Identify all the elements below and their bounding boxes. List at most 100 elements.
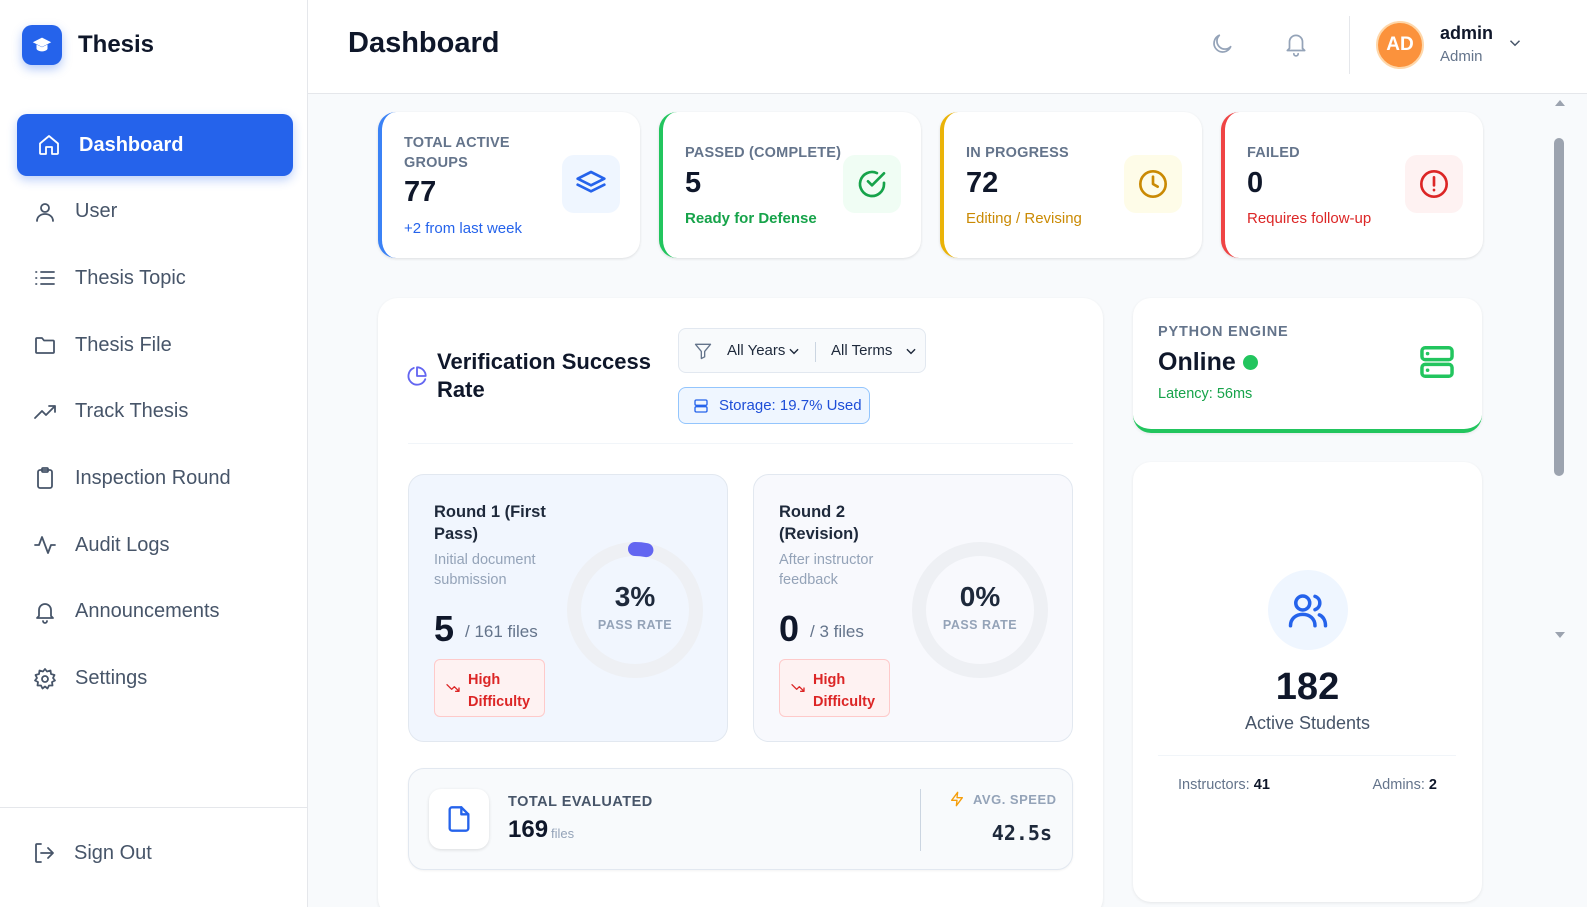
difficulty-label: High Difficulty bbox=[813, 672, 876, 710]
sidebar-item-thesis-file[interactable]: Thesis File bbox=[17, 314, 293, 376]
stat-card-in-progress[interactable]: IN PROGRESS 72 Editing / Revising bbox=[940, 112, 1202, 258]
total-evaluated-unit: files bbox=[551, 826, 575, 841]
sidebar-item-label: Thesis File bbox=[75, 333, 172, 356]
chevron-down-icon[interactable] bbox=[787, 344, 801, 363]
total-evaluated-value: 169 bbox=[508, 816, 549, 843]
pie-chart-icon bbox=[406, 365, 428, 392]
folder-icon bbox=[35, 337, 55, 354]
filter-divider bbox=[815, 342, 816, 362]
moon-icon bbox=[1213, 34, 1232, 53]
graduation-cap-icon bbox=[22, 25, 62, 65]
user-icon bbox=[36, 202, 54, 222]
scroll-down-arrow[interactable] bbox=[1555, 632, 1565, 638]
user-name[interactable]: admin bbox=[1440, 23, 1494, 43]
sidebar-footer: Sign Out bbox=[0, 807, 307, 907]
stat-card-failed[interactable]: FAILED 0 Requires follow-up bbox=[1221, 112, 1483, 258]
students-divider bbox=[1158, 755, 1456, 756]
round-card-1[interactable]: Round 1 (First Pass) Initial document su… bbox=[408, 474, 728, 742]
scroll-thumb[interactable] bbox=[1554, 138, 1564, 476]
lightning-icon bbox=[949, 791, 965, 812]
sidebar-item-dashboard[interactable]: Dashboard bbox=[17, 114, 293, 176]
sidebar-item-label: Dashboard bbox=[79, 133, 184, 156]
sidebar-item-user[interactable]: User bbox=[17, 181, 293, 243]
check-circle-icon bbox=[843, 155, 901, 213]
round-files: / 3 files bbox=[810, 622, 864, 641]
engine-status: Online bbox=[1158, 348, 1236, 376]
admins-count: Admins: 2 bbox=[1373, 777, 1438, 793]
notifications-button[interactable] bbox=[1283, 31, 1311, 59]
gear-icon bbox=[34, 667, 56, 689]
sidebar-item-settings[interactable]: Settings bbox=[17, 648, 293, 710]
difficulty-badge: High Difficulty bbox=[434, 659, 545, 717]
scrollbar[interactable] bbox=[1551, 94, 1567, 907]
pass-rate-ring bbox=[912, 542, 1048, 678]
sidebar-item-label: Settings bbox=[75, 667, 148, 689]
python-engine-card: PYTHON ENGINE Online Latency: 56ms bbox=[1133, 298, 1482, 433]
year-select[interactable]: All Years bbox=[727, 342, 786, 359]
pass-rate-label: PASS RATE bbox=[597, 618, 673, 632]
stat-label: TOTAL ACTIVE GROUPS bbox=[404, 135, 510, 171]
sidebar-item-label: Track Thesis bbox=[75, 400, 189, 423]
verification-panel: Verification Success Rate All Years All … bbox=[378, 298, 1103, 907]
round-title: Round 2 (Revision) bbox=[779, 503, 859, 543]
brand[interactable]: Thesis bbox=[22, 25, 154, 65]
users-icon bbox=[1268, 570, 1348, 650]
stat-value: 0 bbox=[1247, 167, 1264, 199]
server-icon bbox=[694, 398, 708, 413]
evaluated-divider bbox=[920, 789, 921, 851]
scroll-up-arrow[interactable] bbox=[1555, 100, 1565, 106]
sidebar-item-thesis-topic[interactable]: Thesis Topic bbox=[17, 247, 293, 309]
storage-text: Storage: 19.7% Used bbox=[719, 397, 862, 414]
server-icon bbox=[1418, 343, 1456, 386]
admins-value: 2 bbox=[1428, 777, 1437, 793]
sidebar-item-label: Audit Logs bbox=[75, 533, 170, 556]
status-dot bbox=[1243, 355, 1258, 370]
sidebar-item-announcements[interactable]: Announcements bbox=[17, 581, 293, 643]
stat-value: 5 bbox=[685, 167, 702, 199]
instructors-label: Instructors: bbox=[1178, 777, 1250, 793]
sidebar-item-label: Inspection Round bbox=[75, 466, 231, 489]
filter-bar: All Years All Terms bbox=[678, 328, 926, 373]
admins-label: Admins: bbox=[1372, 777, 1425, 793]
header-divider bbox=[1349, 16, 1350, 74]
avg-speed-value: 42.5s bbox=[991, 821, 1052, 845]
stat-card-passed[interactable]: PASSED (COMPLETE) 5 Ready for Defense bbox=[659, 112, 921, 258]
stat-card-active-groups[interactable]: TOTAL ACTIVE GROUPS 77 +2 from last week bbox=[378, 112, 640, 258]
sign-out-button[interactable]: Sign Out bbox=[32, 841, 152, 865]
sidebar-item-track-thesis[interactable]: Track Thesis bbox=[17, 381, 293, 443]
filter-icon bbox=[693, 341, 713, 366]
file-icon bbox=[429, 789, 489, 849]
round-card-2[interactable]: Round 2 (Revision) After instructor feed… bbox=[753, 474, 1073, 742]
stat-value: 77 bbox=[404, 176, 437, 208]
active-students-card: 182 Active Students Instructors: 41 Admi… bbox=[1133, 462, 1482, 902]
avatar[interactable]: AD bbox=[1376, 21, 1424, 69]
logout-icon bbox=[35, 843, 54, 863]
theme-toggle-button[interactable] bbox=[1209, 31, 1237, 59]
clock-icon bbox=[1124, 155, 1182, 213]
engine-latency: Latency: 56ms bbox=[1158, 386, 1253, 402]
round-count: 5 bbox=[434, 608, 455, 649]
sign-out-label: Sign Out bbox=[74, 841, 152, 864]
home-icon bbox=[39, 135, 59, 155]
pass-rate-value: 3% bbox=[614, 581, 656, 612]
term-select[interactable]: All Terms bbox=[831, 342, 893, 359]
total-evaluated-label: TOTAL EVALUATED bbox=[508, 794, 653, 810]
trending-down-icon bbox=[446, 684, 460, 692]
sidebar-item-inspection-round[interactable]: Inspection Round bbox=[17, 447, 293, 509]
difficulty-badge: High Difficulty bbox=[779, 659, 890, 717]
panel-divider bbox=[408, 443, 1073, 444]
instructors-count: Instructors: 41 bbox=[1178, 777, 1270, 793]
stat-value: 72 bbox=[966, 167, 999, 199]
top-header: Dashboard AD admin Admin bbox=[308, 0, 1587, 94]
chevron-down-icon bbox=[1509, 40, 1521, 47]
alert-circle-icon bbox=[1405, 155, 1463, 213]
stat-sub: +2 from last week bbox=[404, 220, 522, 237]
difficulty-label: High Difficulty bbox=[468, 672, 531, 710]
stat-label: FAILED bbox=[1247, 145, 1300, 161]
sidebar-item-label: User bbox=[75, 200, 118, 223]
sidebar-item-audit-logs[interactable]: Audit Logs bbox=[17, 514, 293, 576]
chevron-down-icon[interactable] bbox=[904, 344, 918, 363]
list-icon bbox=[35, 271, 55, 286]
user-menu-toggle[interactable] bbox=[1506, 34, 1524, 57]
bell-icon bbox=[36, 602, 54, 624]
